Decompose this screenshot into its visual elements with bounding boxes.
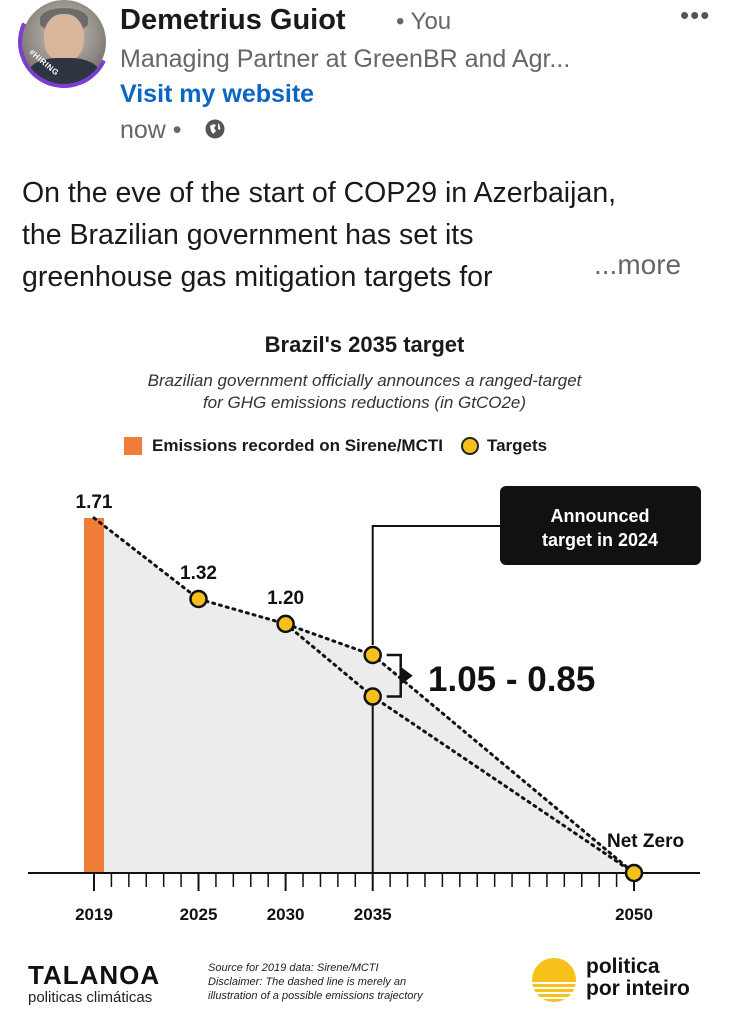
callout-line: Announced <box>551 506 650 526</box>
politica-por-inteiro-logo: politica por inteiro <box>530 956 710 1006</box>
avatar[interactable] <box>22 0 106 84</box>
chart-legend: Emissions recorded on Sirene/MCTI Target… <box>124 436 547 456</box>
talanoa-subtitle: politicas climáticas <box>28 989 153 1006</box>
pi-line: por inteiro <box>586 977 690 1000</box>
bar-value-label: 1.71 <box>76 492 113 513</box>
talanoa-wordmark: TALANOA <box>28 960 161 990</box>
globe-icon <box>205 119 225 139</box>
chart-subtitle-line: Brazilian government officially announce… <box>147 371 582 390</box>
visit-website-link[interactable]: Visit my website <box>120 80 315 108</box>
post-text: On the eve of the start of COP29 in Azer… <box>22 172 722 298</box>
callout-box <box>500 486 701 565</box>
target-point <box>363 687 382 706</box>
source-note: Source for 2019 data: Sirene/MCTI Discla… <box>208 961 488 1003</box>
see-more-link[interactable]: ...more <box>594 249 682 280</box>
source-line: Disclaimer: The dashed line is merely an <box>208 976 407 988</box>
bar-2019 <box>84 518 104 873</box>
callout-line: target in 2024 <box>542 530 658 550</box>
target-point <box>363 645 382 665</box>
source-line: illustration of a possible emissions tra… <box>208 990 423 1002</box>
net-zero-label: Net Zero <box>607 831 684 852</box>
relationship-label: • You <box>396 8 452 35</box>
legend-target-swatch <box>460 437 479 455</box>
legend-recorded-label: Emissions recorded on Sirene/MCTI <box>152 436 443 455</box>
pi-line: politica <box>586 955 660 978</box>
post-text-line: greenhouse gas mitigation targets for <box>22 261 493 293</box>
avatar-suit <box>28 58 100 84</box>
chart-plot: 1.71 2019 2025 2030 2035 2050 1.32 1.20 Announc… <box>28 486 701 924</box>
talanoa-logo: TALANOA politicas climáticas <box>28 960 160 1006</box>
x-tick-label: 2019 <box>75 905 113 924</box>
x-tick-label: 2035 <box>354 905 392 924</box>
x-tick-label: 2030 <box>267 905 305 924</box>
chart-subtitle-line: for GHG emissions reductions (in GtCO2e) <box>202 393 527 412</box>
pi-wordmark: politica por inteiro <box>586 956 690 1000</box>
post-text-line: On the eve of the start of COP29 in Azer… <box>22 177 617 209</box>
target-point <box>624 863 644 883</box>
chart-subtitle: Brazilian government officially announce… <box>0 370 729 414</box>
post-time: now • <box>120 116 182 144</box>
target-point <box>189 589 208 609</box>
range-arrow-icon <box>400 666 413 685</box>
target-value-label: 1.32 <box>180 563 217 584</box>
chart-image[interactable]: Brazil's 2035 target Brazilian governmen… <box>0 318 729 1024</box>
author-headline: Managing Partner at GreenBR and Agr... <box>120 45 571 73</box>
callout-connector <box>371 525 500 646</box>
range-label: 1.05 - 0.85 <box>428 660 595 699</box>
legend-recorded-swatch <box>124 437 142 455</box>
target-point <box>276 614 295 634</box>
post-text-line: the Brazilian government has set its <box>22 219 474 251</box>
sun-icon <box>532 958 576 1002</box>
avatar-face <box>44 14 84 62</box>
x-tick-label: 2025 <box>180 905 218 924</box>
target-value-label: 1.20 <box>267 588 304 609</box>
more-options-icon[interactable]: ••• <box>680 0 711 30</box>
chart-title: Brazil's 2035 target <box>264 332 465 357</box>
author-name[interactable]: Demetrius Guiot <box>120 4 346 36</box>
legend-targets-label: Targets <box>486 436 548 455</box>
source-line: Source for 2019 data: Sirene/MCTI <box>208 962 379 974</box>
x-tick-label: 2050 <box>615 905 653 924</box>
